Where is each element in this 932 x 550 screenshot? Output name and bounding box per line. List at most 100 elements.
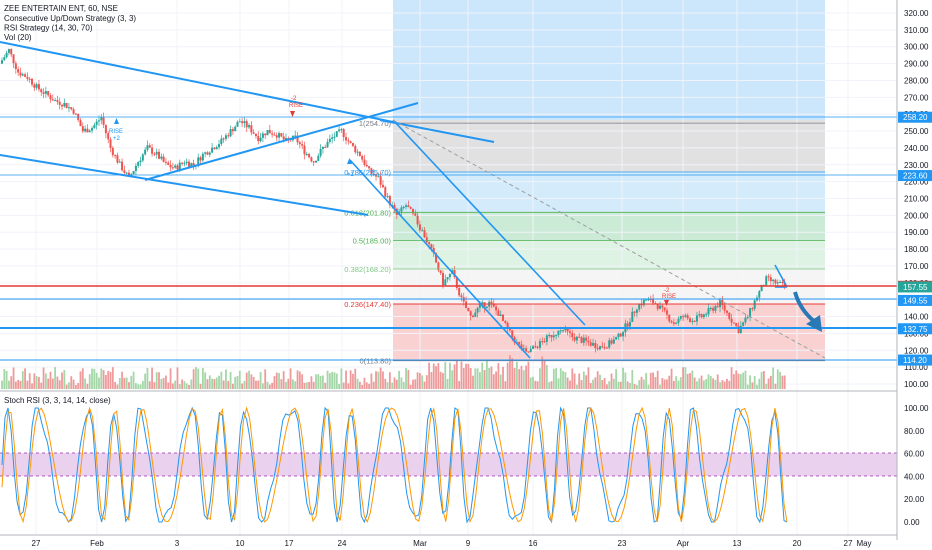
down-channel-upper[interactable] [392, 119, 586, 326]
volume-bar [42, 367, 45, 389]
svg-text:+2: +2 [347, 172, 355, 178]
candle-body [67, 107, 70, 109]
time-tick-label: 9 [466, 539, 471, 548]
price-tag [898, 323, 932, 335]
candle-body [33, 84, 36, 88]
volume-bar [753, 375, 756, 389]
candle-body [245, 121, 248, 128]
volume-bar [672, 380, 675, 389]
rising-wedge-line[interactable] [144, 102, 419, 181]
volume-bar [756, 384, 758, 389]
candle-body [725, 310, 728, 313]
volume-bar [428, 362, 431, 389]
volume-bar [649, 372, 652, 389]
volume-bar [592, 379, 594, 389]
indicator-legend-item: Vol (20) [4, 33, 32, 42]
svg-text:RISE: RISE [289, 103, 303, 109]
candle-body [707, 308, 710, 315]
price-tick-label: 100.00 [904, 380, 929, 389]
price-axis[interactable]: 100.00110.00120.00130.00140.00150.00160.… [904, 9, 929, 389]
candle-body [691, 320, 694, 322]
volume-bar [261, 383, 264, 389]
volume-bar [400, 377, 403, 389]
volume-bar [465, 363, 467, 389]
candle-body [227, 135, 230, 137]
candle-body [499, 314, 502, 316]
oscillator-axis[interactable]: 0.00 20.00 40.00 60.00 80.00 100.00 [904, 404, 929, 527]
volume-bar [575, 384, 578, 389]
candle-body [538, 341, 541, 348]
candle-body [571, 333, 574, 338]
candle-body [151, 147, 154, 154]
volume-bar [225, 369, 227, 389]
volume-bar [670, 368, 673, 389]
candle-body [772, 279, 775, 282]
candle-body [310, 157, 313, 162]
pattern-triangle-line[interactable] [774, 264, 788, 288]
candle-body [411, 208, 414, 214]
candle-body [596, 348, 599, 350]
candle-body [608, 340, 611, 348]
time-axis[interactable]: 27 Feb 3 10 17 24 Mar 9 16 23 Apr 13 20 27 May [32, 539, 872, 548]
candle-body [333, 136, 336, 138]
candle-body [474, 312, 477, 317]
candle-body [573, 337, 576, 341]
candle-body [137, 162, 140, 166]
down-channel-lower[interactable] [349, 159, 531, 359]
volume-bar [492, 374, 495, 389]
candle-body [252, 132, 255, 134]
candle-body [335, 131, 338, 137]
candle-body [753, 300, 756, 309]
volume-bar [153, 382, 156, 389]
volume-bar [158, 372, 160, 389]
volume-bar [114, 381, 117, 389]
candle-body [26, 76, 29, 79]
price-tick-label: 170.00 [904, 262, 929, 271]
volume-bar [596, 371, 599, 389]
volume-bar [222, 380, 225, 389]
volume-bar [682, 367, 685, 389]
candle-body [518, 342, 521, 345]
volume-bar [668, 375, 671, 389]
volume-bar [361, 384, 364, 389]
time-tick-label: 27 [32, 539, 41, 548]
volume-bar [511, 358, 514, 389]
candle-body [448, 273, 451, 278]
candle-body [765, 276, 768, 286]
volume-bar [118, 377, 121, 389]
volume-bar [93, 368, 96, 389]
candle-body [259, 137, 262, 142]
volume-bar [236, 376, 239, 389]
channel-upper-line[interactable] [0, 41, 394, 123]
volume-bar [763, 371, 765, 389]
volume-bar [151, 367, 153, 389]
candle-body [552, 335, 555, 338]
candle-body [241, 121, 244, 124]
channel-lower-line[interactable] [0, 154, 369, 216]
price-tag-label: 223.60 [903, 172, 928, 181]
candle-body [211, 147, 214, 153]
volume-bar [442, 373, 444, 389]
candle-body [10, 49, 13, 55]
volume-bar [72, 379, 75, 389]
candle-body [689, 318, 692, 322]
candle-body [605, 347, 608, 349]
candle-body [582, 337, 585, 343]
candle-body [153, 153, 156, 155]
price-tag [898, 294, 932, 306]
candle-body [485, 306, 488, 308]
candle-body [5, 52, 8, 58]
candle-body [635, 309, 638, 313]
candle-body [693, 320, 696, 322]
candle-body [388, 196, 391, 206]
candle-body [455, 276, 458, 289]
volume-bar [100, 368, 103, 389]
volume-bar [545, 365, 548, 389]
candle-body [123, 170, 126, 173]
price-tag [898, 354, 932, 366]
volume-bar [451, 370, 454, 389]
volume-bar [425, 375, 428, 389]
volume-bar [24, 368, 26, 389]
candle-body [93, 124, 96, 129]
